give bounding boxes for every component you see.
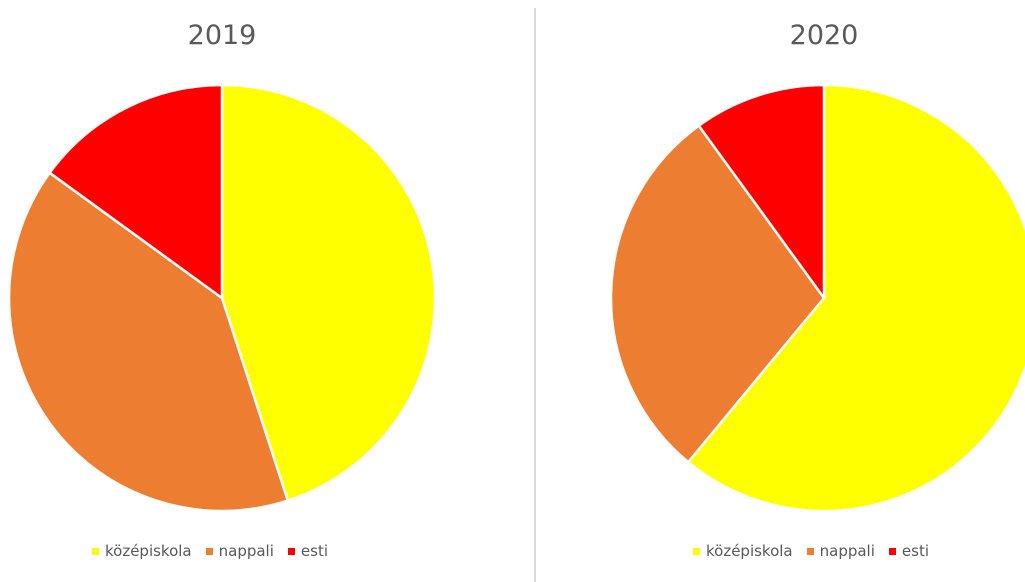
slice-kozepiskola: [686, 83, 1025, 513]
legend-label: középiskola: [105, 542, 192, 560]
slice-kozepiskola: [220, 83, 437, 502]
slice-esti: [48, 83, 224, 300]
slice-nappali: [7, 171, 290, 513]
legend-swatch: [287, 547, 295, 555]
legend-label: esti: [300, 542, 328, 560]
chart-title: 2020: [789, 20, 859, 51]
legend-label: esti: [901, 542, 929, 560]
legend-item-esti: esti: [888, 542, 929, 560]
chart-2019: 2019 középiskola nappali esti: [7, 20, 437, 560]
chart-title: 2019: [187, 20, 257, 51]
legend-swatch: [92, 547, 99, 555]
legend-label: középiskola: [706, 542, 793, 560]
chart-2020: 2020 középiskola nappali esti: [537, 0, 1025, 582]
legend-item-kozepiskola: középiskola: [92, 542, 192, 560]
legend-item-nappali: nappali: [806, 542, 875, 560]
legend: középiskola nappali esti: [693, 542, 929, 560]
legend-swatch: [205, 547, 213, 555]
slice-esti: [697, 83, 826, 300]
legend-label: nappali: [819, 542, 875, 560]
legend-item-nappali: nappali: [205, 542, 274, 560]
legend-label: nappali: [218, 542, 274, 560]
legend-swatch: [693, 547, 700, 555]
slice-nappali: [609, 124, 826, 464]
pie-chart-2019: [7, 83, 437, 513]
legend-item-esti: esti: [287, 542, 328, 560]
legend: középiskola nappali esti: [92, 542, 328, 560]
legend-swatch: [888, 547, 896, 555]
legend-item-kozepiskola: középiskola: [693, 542, 793, 560]
panel-divider: [534, 8, 536, 582]
legend-swatch: [806, 547, 814, 555]
pie-chart-2020: [609, 83, 1025, 513]
